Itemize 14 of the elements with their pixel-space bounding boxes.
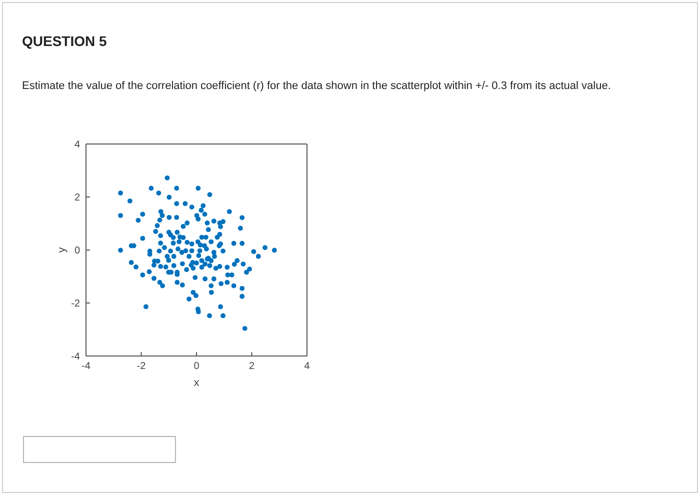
chart-subtitle: Estimate the value of the correlation coefficient (r) for the data shown in the scatterplot within +/- 0.3 from its actual value. <box>22 80 611 92</box>
x-tick-label: 2 <box>248 361 255 372</box>
y-tick-label: -4 <box>71 352 80 363</box>
y-tick-label: -2 <box>71 298 80 310</box>
x-axis-title: x <box>194 377 200 389</box>
y-tick-label: 4 <box>74 140 80 151</box>
x-tick-label: 0 <box>194 361 200 372</box>
x-tick-label: 4 <box>304 361 310 372</box>
y-tick-label: 0 <box>74 246 80 257</box>
x-tick-label: -4 <box>82 361 91 372</box>
y-axis-title: y <box>56 246 68 253</box>
y-tick-label: 2 <box>74 192 80 204</box>
chart-title: QUESTION 5 <box>22 33 107 49</box>
x-tick-label: -2 <box>136 361 146 372</box>
